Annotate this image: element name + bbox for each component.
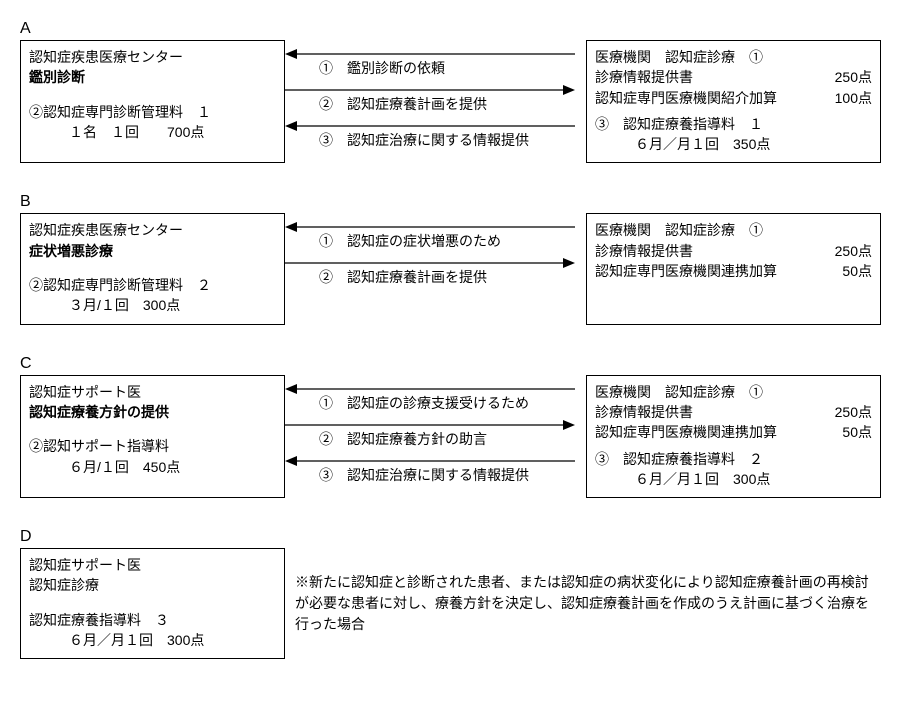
- left-fee1: ②認知症専門診断管理料 １: [29, 102, 276, 122]
- arrow-caption: ③ 認知症治療に関する情報提供: [319, 130, 529, 150]
- section-row: 認知症疾患医療センター症状増悪診療 ②認知症専門診断管理料 ２３月/１回 300点…: [20, 213, 881, 324]
- fee-row: 認知症専門医療機関連携加算50点: [595, 261, 872, 281]
- left-title1: 認知症疾患医療センター: [29, 47, 276, 67]
- left-title1: 認知症サポート医: [29, 555, 276, 575]
- arrow-caption: ② 認知症療養計画を提供: [319, 267, 487, 287]
- left-fee2: ３月/１回 300点: [29, 295, 276, 315]
- right-extra2: ６月／月１回 300点: [595, 469, 872, 489]
- section-B: B 認知症疾患医療センター症状増悪診療 ②認知症専門診断管理料 ２３月/１回 300…: [20, 193, 881, 324]
- left-box: 認知症疾患医療センター鑑別診断 ②認知症専門診断管理料 １１名 １回 700点: [20, 40, 285, 163]
- arrow-area: ① 認知症の症状増悪のため ② 認知症療養計画を提供: [285, 213, 586, 324]
- left-fee2: ６月／月１回 300点: [29, 630, 276, 650]
- arrow: ① 鑑別診断の依頼: [285, 48, 586, 60]
- arrow: ① 認知症の症状増悪のため: [285, 221, 586, 233]
- arrow-caption: ② 認知症療養方針の助言: [319, 429, 487, 449]
- section-C: C 認知症サポート医認知症療養方針の提供 ②認知サポート指導料６月/１回 450点 …: [20, 355, 881, 498]
- arrow: ② 認知症療養計画を提供: [285, 84, 586, 96]
- arrow-caption: ① 認知症の診療支援受けるため: [319, 393, 529, 413]
- right-extra1: ③ 認知症療養指導料 １: [595, 114, 872, 134]
- right-box: 医療機関 認知症診療 ①診療情報提供書250点認知症専門医療機関連携加算50点: [586, 213, 881, 324]
- arrow: ② 認知症療養方針の助言: [285, 419, 586, 431]
- section-row: 認知症サポート医認知症診療認知症療養指導料 ３６月／月１回 300点※新たに認知…: [20, 548, 881, 659]
- arrow-caption: ① 鑑別診断の依頼: [319, 58, 445, 78]
- fee-row: 診療情報提供書250点: [595, 241, 872, 261]
- left-title1: 認知症サポート医: [29, 382, 276, 402]
- section-row: 認知症疾患医療センター鑑別診断 ②認知症専門診断管理料 １１名 １回 700点 ①…: [20, 40, 881, 163]
- left-fee2: １名 １回 700点: [29, 122, 276, 142]
- left-fee1: ②認知サポート指導料: [29, 436, 276, 456]
- left-fee2: ６月/１回 450点: [29, 457, 276, 477]
- left-title2: 症状増悪診療: [29, 241, 276, 261]
- right-extra1: ③ 認知症療養指導料 ２: [595, 449, 872, 469]
- left-box: 認知症サポート医認知症診療認知症療養指導料 ３６月／月１回 300点: [20, 548, 285, 659]
- right-extra2: ６月／月１回 350点: [595, 134, 872, 154]
- fee-row: 診療情報提供書250点: [595, 67, 872, 87]
- right-box: 医療機関 認知症診療 ①診療情報提供書250点認知症専門医療機関連携加算50点 ③…: [586, 375, 881, 498]
- arrow-area: ① 鑑別診断の依頼 ② 認知症療養計画を提供 ③ 認知症治療に関する情報提供: [285, 40, 586, 163]
- left-fee1: ②認知症専門診断管理料 ２: [29, 275, 276, 295]
- fee-row: 認知症専門医療機関紹介加算100点: [595, 88, 872, 108]
- left-box: 認知症サポート医認知症療養方針の提供 ②認知サポート指導料６月/１回 450点: [20, 375, 285, 498]
- left-fee1: 認知症療養指導料 ３: [29, 610, 276, 630]
- arrow-area: ① 認知症の診療支援受けるため ② 認知症療養方針の助言 ③ 認知症治療に関する…: [285, 375, 586, 498]
- left-title2: 認知症診療: [29, 575, 276, 595]
- section-label: A: [20, 20, 881, 38]
- left-box: 認知症疾患医療センター症状増悪診療 ②認知症専門診断管理料 ２３月/１回 300点: [20, 213, 285, 324]
- section-label: D: [20, 528, 881, 546]
- arrow: ① 認知症の診療支援受けるため: [285, 383, 586, 395]
- right-head: 医療機関 認知症診療 ①: [595, 382, 872, 402]
- fee-row: 診療情報提供書250点: [595, 402, 872, 422]
- left-title2: 鑑別診断: [29, 67, 276, 87]
- section-A: A 認知症疾患医療センター鑑別診断 ②認知症専門診断管理料 １１名 １回 700点 …: [20, 20, 881, 163]
- arrow: ③ 認知症治療に関する情報提供: [285, 455, 586, 467]
- right-head: 医療機関 認知症診療 ①: [595, 47, 872, 67]
- left-title2: 認知症療養方針の提供: [29, 402, 276, 422]
- section-D: D認知症サポート医認知症診療認知症療養指導料 ３６月／月１回 300点※新たに認…: [20, 528, 881, 659]
- arrow-caption: ③ 認知症治療に関する情報提供: [319, 465, 529, 485]
- section-row: 認知症サポート医認知症療養方針の提供 ②認知サポート指導料６月/１回 450点 ①…: [20, 375, 881, 498]
- arrow-caption: ① 認知症の症状増悪のため: [319, 231, 501, 251]
- section-label: C: [20, 355, 881, 373]
- section-label: B: [20, 193, 881, 211]
- arrow: ③ 認知症治療に関する情報提供: [285, 120, 586, 132]
- right-head: 医療機関 認知症診療 ①: [595, 220, 872, 240]
- arrow: ② 認知症療養計画を提供: [285, 257, 586, 269]
- right-box: 医療機関 認知症診療 ①診療情報提供書250点認知症専門医療機関紹介加算100点…: [586, 40, 881, 163]
- note-text: ※新たに認知症と診断された患者、または認知症の病状変化により認知症療養計画の再検…: [285, 548, 881, 659]
- arrow-caption: ② 認知症療養計画を提供: [319, 94, 487, 114]
- fee-row: 認知症専門医療機関連携加算50点: [595, 422, 872, 442]
- left-title1: 認知症疾患医療センター: [29, 220, 276, 240]
